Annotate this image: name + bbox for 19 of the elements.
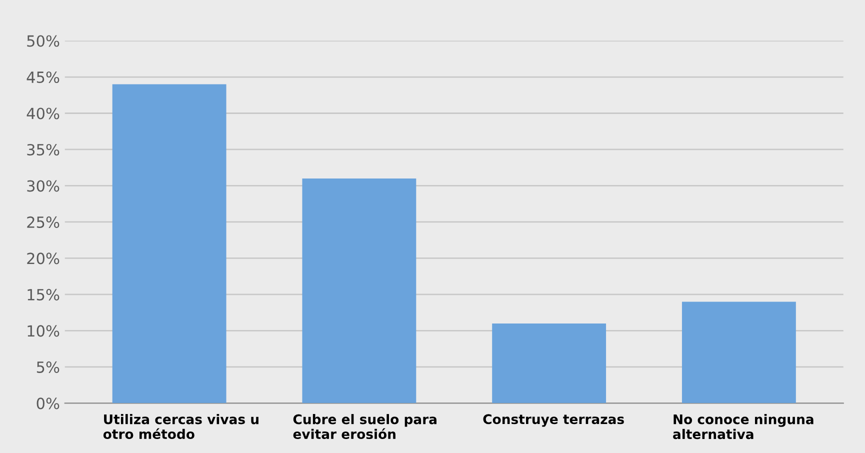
bar — [302, 178, 416, 404]
bar — [112, 84, 226, 404]
y-tick-label: 15% — [28, 288, 60, 300]
y-tick-label: 25% — [27, 216, 60, 228]
x-tick-label: No conoce ninguna alternativa — [673, 414, 814, 440]
y-tick-label: 0% — [36, 398, 60, 410]
bar — [682, 302, 796, 404]
x-tick-label: Cubre el suelo para evitar erosión — [293, 414, 436, 440]
x-tick-label: Utiliza cercas vivas u otro método — [103, 414, 258, 440]
y-tick-label: 35% — [27, 144, 60, 156]
y-tick-label: 40% — [26, 108, 60, 120]
y-tick-label: 20% — [27, 252, 60, 264]
bar — [492, 323, 606, 404]
y-tick-label: 10% — [28, 325, 60, 337]
y-tick-label: 50% — [27, 35, 60, 47]
y-tick-label: 30% — [27, 180, 60, 192]
y-tick-label: 5% — [36, 361, 60, 373]
x-tick-label: Construye terrazas — [483, 414, 624, 427]
y-tick-label: 45% — [26, 71, 60, 84]
